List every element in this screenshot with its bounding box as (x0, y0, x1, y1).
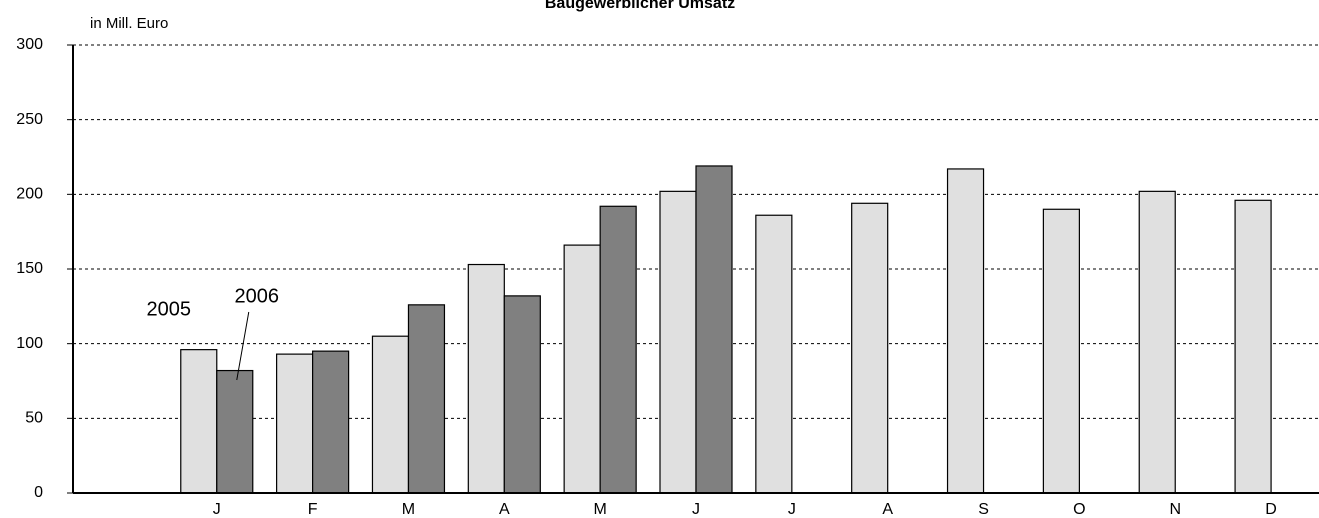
x-tick-label: O (1073, 501, 1085, 518)
series-label: 2005 (147, 298, 192, 320)
x-tick-label: F (308, 501, 318, 518)
bar (216, 369, 254, 494)
bar (695, 165, 733, 494)
chart-title: Baugewerblicher Umsatz (545, 0, 735, 12)
series-label: 2006 (235, 285, 280, 307)
bar (276, 353, 314, 494)
bar (180, 349, 218, 494)
x-tick-label: J (788, 501, 796, 518)
y-tick-label: 250 (16, 111, 43, 128)
bar (1042, 208, 1080, 494)
y-tick-label: 50 (25, 410, 43, 427)
x-tick-label: M (402, 501, 415, 518)
x-tick-label: D (1265, 501, 1277, 518)
bar (407, 304, 446, 494)
bar (371, 335, 410, 494)
bar (755, 214, 793, 494)
y-tick-label: 200 (16, 186, 43, 203)
y-axis-label: in Mill. Euro (90, 15, 168, 32)
bar (467, 263, 505, 494)
x-tick-label: A (499, 501, 510, 518)
x-tick-label: A (882, 501, 893, 518)
x-tick-label: J (213, 501, 221, 518)
y-tick-label: 100 (16, 335, 43, 352)
bar (599, 205, 637, 494)
bar (1138, 190, 1176, 494)
bar (851, 202, 889, 494)
bar (563, 244, 601, 494)
bar (659, 190, 697, 494)
label-pointer (236, 311, 250, 381)
bar (1234, 199, 1272, 494)
bar (312, 350, 350, 494)
bar (946, 168, 985, 494)
x-tick-label: S (978, 501, 989, 518)
x-tick-label: N (1169, 501, 1181, 518)
y-tick-label: 0 (34, 484, 43, 501)
x-tick-label: J (692, 501, 700, 518)
y-tick-label: 150 (16, 260, 43, 277)
bar (503, 295, 541, 494)
x-tick-label: M (593, 501, 606, 518)
y-tick-label: 300 (16, 36, 43, 53)
